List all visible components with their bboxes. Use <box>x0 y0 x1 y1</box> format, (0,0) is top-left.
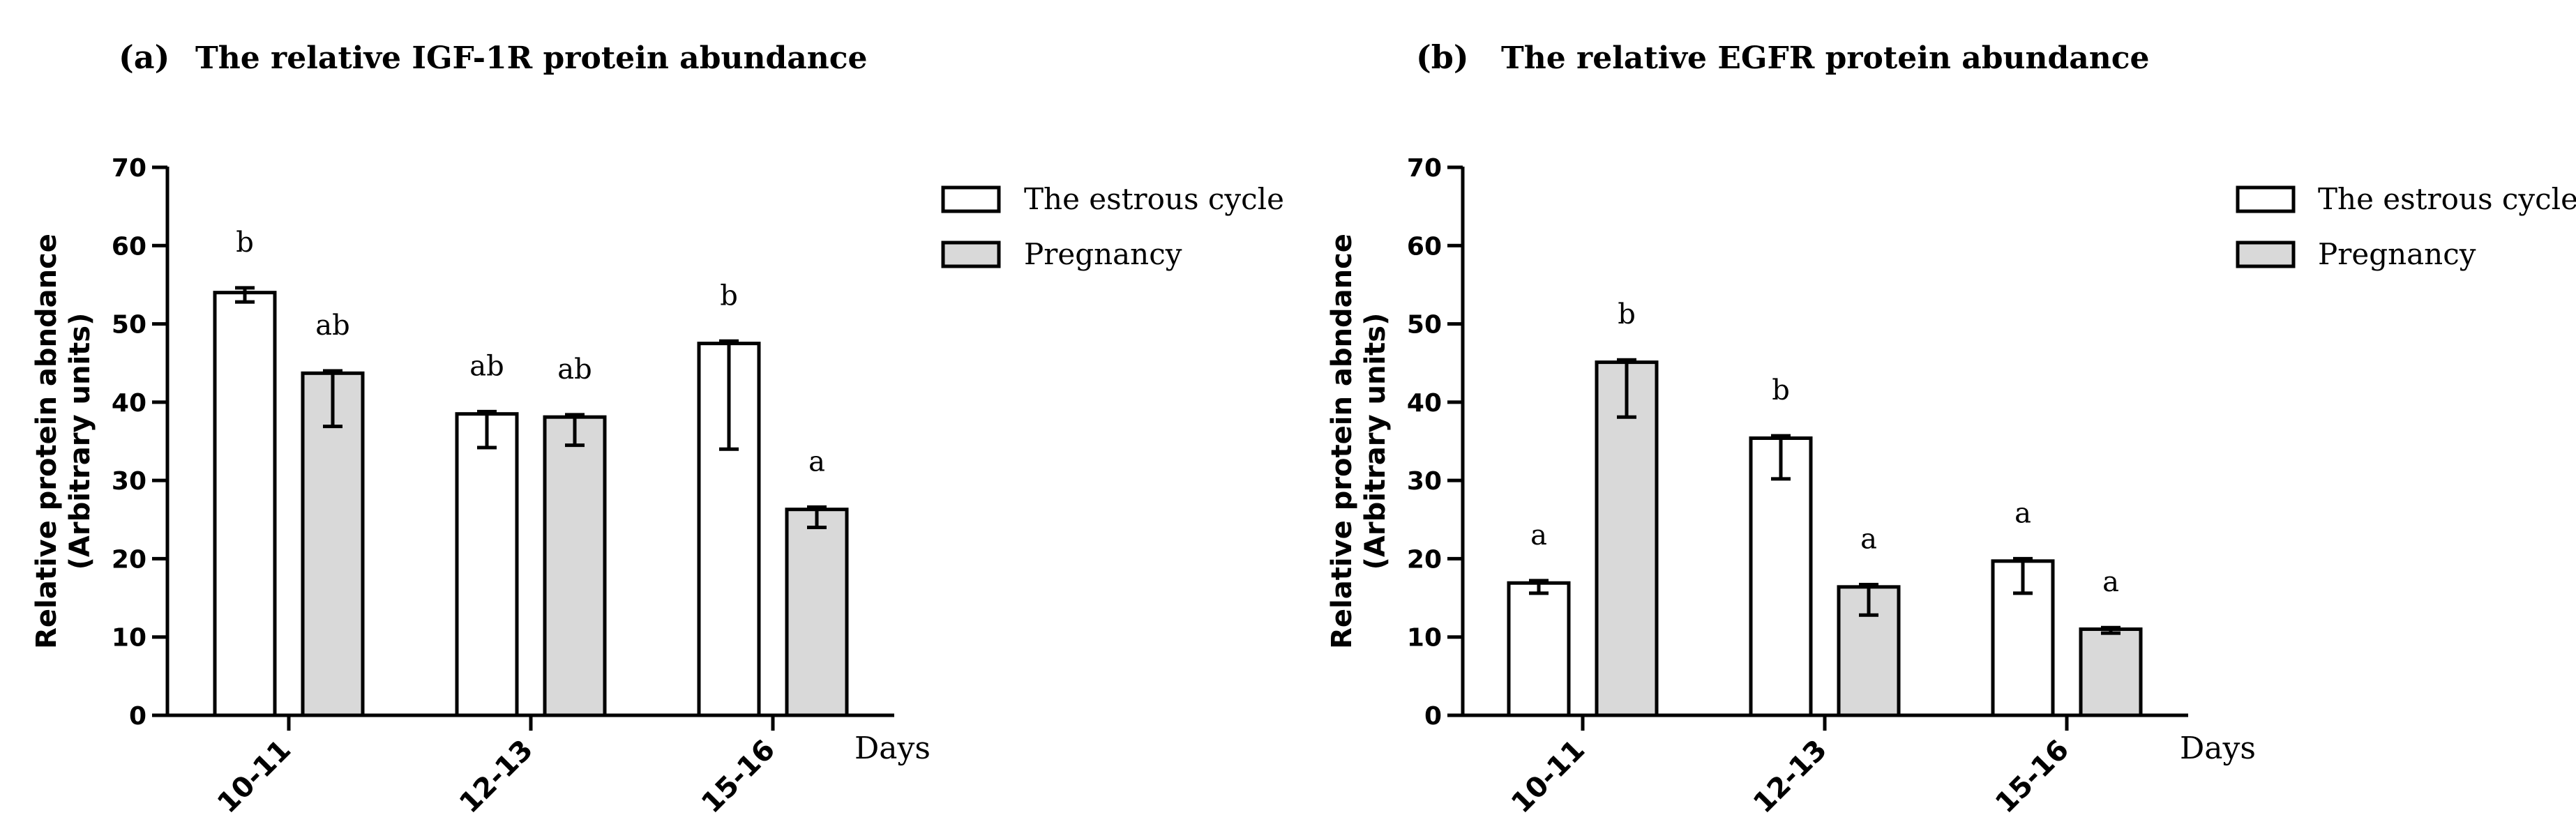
legend-label: Pregnancy <box>2318 237 2476 271</box>
x-axis-title: Days <box>854 731 931 766</box>
legend-swatch <box>941 185 1001 213</box>
legend-label: Pregnancy <box>1024 237 1182 271</box>
y-tick-label: 10 <box>112 624 146 653</box>
significance-letter: ab <box>315 310 349 342</box>
significance-letter: ab <box>557 353 592 386</box>
significance-letter: a <box>2014 497 2031 529</box>
y-tick-label: 40 <box>1407 389 1442 418</box>
x-axis-title: Days <box>2180 731 2256 766</box>
y-axis-subtitle: (Arbitrary units) <box>64 313 96 570</box>
y-tick-label: 60 <box>1407 232 1442 261</box>
legend-label: The estrous cycle <box>1024 182 1284 216</box>
chart-title: The relative EGFR protein abundance <box>1501 40 2150 76</box>
y-tick-label: 20 <box>1407 545 1442 574</box>
x-tick-label: 10-11 <box>1505 734 1591 820</box>
y-tick-label: 20 <box>112 545 146 574</box>
x-tick-label: 15-16 <box>1989 734 2075 820</box>
significance-letter: b <box>1618 298 1636 330</box>
bar <box>785 508 849 717</box>
significance-letter: a <box>2102 566 2119 598</box>
bar <box>543 415 607 717</box>
significance-letter: b <box>1772 374 1790 406</box>
significance-letter: a <box>1860 523 1877 555</box>
bar <box>301 371 365 717</box>
bar <box>1507 581 1571 717</box>
y-axis-title: Relative protein abndance <box>31 234 63 649</box>
y-tick-label: 70 <box>112 154 146 183</box>
chart-title: The relative IGF-1R protein abundance <box>195 40 868 76</box>
panel-label: (a) <box>119 38 170 76</box>
y-tick-label: 10 <box>1407 624 1442 653</box>
bar <box>455 412 519 717</box>
chart-panel-b: (b) The relative EGFR protein abundance 0 1… <box>1326 38 2576 820</box>
significance-letter: b <box>720 280 738 312</box>
legend-label: The estrous cycle <box>2318 182 2576 216</box>
bar <box>213 291 277 717</box>
y-tick-label: 60 <box>112 232 146 261</box>
y-tick-label: 70 <box>1407 154 1442 183</box>
significance-letter: ab <box>469 350 504 382</box>
significance-letter: b <box>236 227 254 259</box>
y-axis-title: Relative protein abndance <box>1326 234 1358 649</box>
x-tick-label: 12-13 <box>1747 734 1833 820</box>
y-tick-label: 30 <box>112 467 146 496</box>
x-tick-label: 10-11 <box>211 734 297 820</box>
significance-letter: a <box>808 445 825 478</box>
bar <box>1595 360 1659 717</box>
y-tick-label: 0 <box>1424 702 1442 731</box>
x-tick-label: 12-13 <box>453 734 539 820</box>
y-tick-label: 50 <box>112 311 146 340</box>
y-axis-subtitle: (Arbitrary units) <box>1359 313 1392 570</box>
y-tick-label: 50 <box>1407 311 1442 340</box>
legend-swatch <box>2236 185 2296 213</box>
legend-swatch <box>941 241 1001 268</box>
y-tick-label: 30 <box>1407 467 1442 496</box>
bar <box>2079 627 2143 717</box>
significance-letter: a <box>1530 519 1547 551</box>
y-tick-label: 40 <box>112 389 146 418</box>
chart-panel-a: (a) The relative IGF-1R protein abundance… <box>31 38 1284 820</box>
y-tick-label: 0 <box>129 702 146 731</box>
x-tick-label: 15-16 <box>695 734 781 820</box>
panel-label: (b) <box>1416 38 1469 76</box>
legend-swatch <box>2236 241 2296 268</box>
